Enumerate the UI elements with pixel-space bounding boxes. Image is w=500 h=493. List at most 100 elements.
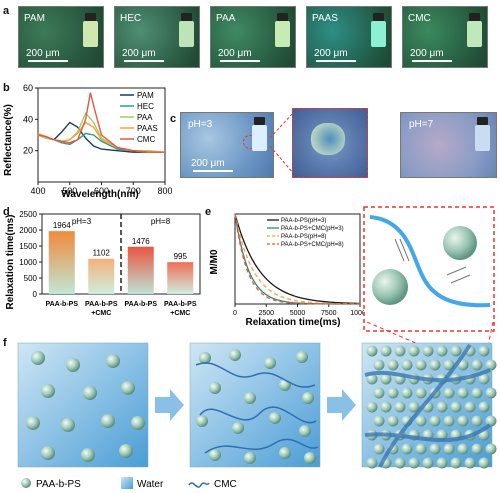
particle (232, 422, 244, 434)
particle (373, 359, 385, 371)
category-label: PAA-b-PS (164, 301, 197, 308)
particle (209, 382, 221, 394)
particle (485, 387, 497, 399)
vial-icon (475, 117, 490, 151)
particle (106, 354, 120, 368)
bar (48, 231, 75, 294)
legend-label: PAA-b-PS+CMC(pH=3) (281, 226, 344, 232)
sample-name: PAM (24, 13, 45, 24)
x-tick-label: 7500 (321, 310, 337, 317)
particle (464, 457, 476, 469)
relaxation-bar-chart: 0 500 1000 1500 2000 2500 pH=3 pH=8 1964 PAA-b-PS… (5, 210, 201, 317)
vial-icon (179, 13, 194, 47)
legend-water-label: Water (137, 479, 164, 490)
scale-label: 200 μm (218, 48, 252, 59)
y-tick-label: 40 (23, 114, 33, 124)
particle (244, 392, 256, 404)
legend-label: PAA (137, 113, 153, 122)
particle (436, 401, 448, 413)
particle (443, 443, 455, 455)
particle (457, 415, 469, 427)
particle (471, 415, 483, 427)
y-tick-label: 1500 (19, 242, 37, 251)
legend-label: PAA-b-PS(pH=3) (281, 218, 326, 224)
ph7-micrograph: pH=7 (400, 112, 497, 178)
particle (373, 443, 385, 455)
micrograph-pam: PAM 200 μm (18, 6, 104, 68)
arrow-icon (327, 389, 356, 421)
x-tick-label: 500 (62, 186, 77, 196)
group-label: pH=3 (72, 217, 92, 226)
particle (244, 452, 256, 464)
legend-label: PAA-b-PS(pH=8) (281, 234, 326, 240)
ph3-micrograph: pH=3 200 μm (180, 112, 274, 178)
particle (387, 387, 399, 399)
scale-bar (220, 60, 260, 62)
vial-icon (83, 13, 98, 47)
particle (436, 429, 448, 441)
bar (167, 262, 194, 294)
zoom-lines (270, 111, 295, 175)
particle (478, 345, 490, 357)
bar-value-label: 1102 (93, 249, 111, 258)
y-tick-label: 60 (23, 83, 33, 93)
sample-name: PAAS (312, 13, 338, 24)
particle (209, 449, 221, 461)
vial-icon (371, 13, 386, 47)
particle (443, 415, 455, 427)
particle (401, 359, 413, 371)
particle (299, 425, 311, 437)
particle (279, 447, 291, 459)
x-tick-label: 600 (94, 186, 109, 196)
particle (119, 444, 133, 458)
legend-cmc-label: CMC (214, 479, 237, 490)
particle (394, 457, 406, 469)
scale-bar (28, 60, 68, 62)
particle (31, 351, 45, 365)
sample-name: PAA (216, 13, 236, 24)
particle (66, 358, 80, 372)
particle (373, 387, 385, 399)
scale-bar (412, 60, 452, 62)
particle (478, 457, 490, 469)
scale-label: 200 μm (26, 48, 60, 59)
particle (41, 384, 55, 398)
y-tick-label: 500 (24, 274, 38, 283)
particle (464, 401, 476, 413)
scale-label: 200 μm (314, 48, 348, 59)
scale-bar (316, 60, 356, 62)
legend-label: CMC (137, 135, 155, 144)
reflectance-chart: 400 500 600 700 800 20 40 60 PAM HEC PAA PAAS CMC Wa… (3, 83, 172, 200)
particle (366, 457, 378, 469)
particle (380, 401, 392, 413)
micrograph-hec: HEC 200 μm (114, 6, 200, 68)
panel-label-a: a (3, 5, 10, 17)
x-tick-label: 700 (126, 186, 141, 196)
panel-label-b: b (3, 82, 10, 94)
relaxation-curve-chart: 0 2500 5000 7500 10000 PAA-b-PS(pH=3) PAA-b-PS… (209, 213, 365, 328)
particle (415, 359, 427, 371)
x-tick-label: 2500 (258, 310, 274, 317)
particle (450, 401, 462, 413)
particle (366, 373, 378, 385)
vial-icon (275, 13, 290, 47)
particle (380, 373, 392, 385)
y-axis-label: M/M0 (209, 249, 220, 274)
ph3-label: pH=3 (188, 119, 213, 130)
particle (478, 373, 490, 385)
particle (450, 345, 462, 357)
legend-label: PAA-b-PS+CMC(pH=8) (281, 242, 344, 248)
particle (422, 457, 434, 469)
particle (373, 415, 385, 427)
particle (131, 416, 145, 430)
panel-label-e: e (205, 206, 212, 218)
particle (485, 443, 497, 455)
y-tick-label: 0 (33, 290, 38, 299)
particle (471, 443, 483, 455)
x-tick-label: 5000 (290, 310, 306, 317)
relaxation-curve (234, 213, 361, 305)
particle (366, 345, 378, 357)
particle (408, 345, 420, 357)
micrograph-cmc: CMC 200 μm (402, 6, 488, 68)
bar-value-label: 995 (174, 252, 188, 261)
